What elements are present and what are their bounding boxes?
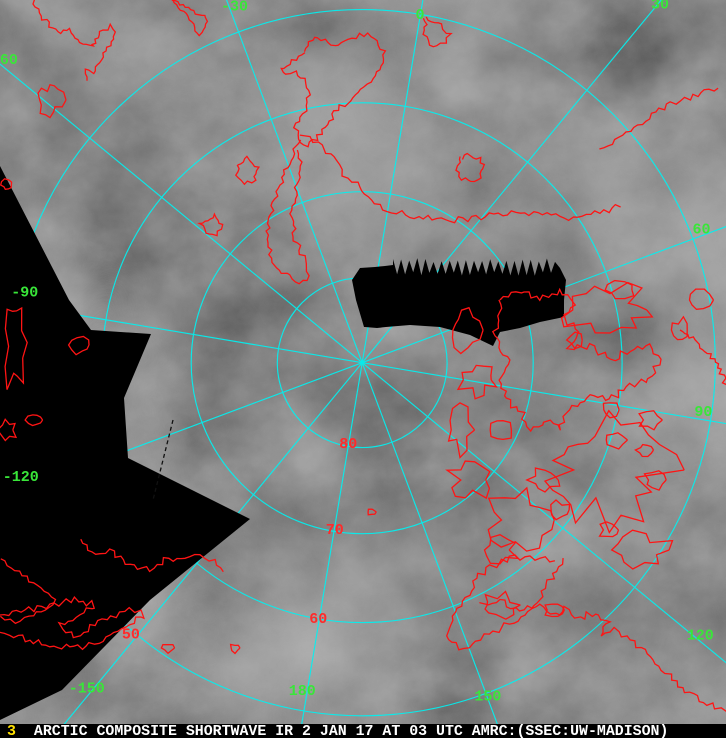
svg-text:60: 60 [692, 221, 710, 238]
svg-text:90: 90 [694, 404, 712, 421]
svg-text:120: 120 [687, 628, 714, 645]
svg-text:-120: -120 [3, 469, 39, 486]
svg-text:60: 60 [309, 611, 327, 628]
svg-text:70: 70 [326, 522, 344, 539]
svg-text:-60: -60 [0, 52, 18, 69]
svg-text:80: 80 [339, 436, 357, 453]
svg-text:50: 50 [122, 627, 140, 644]
svg-text:-150: -150 [69, 681, 105, 698]
svg-text:150: 150 [474, 689, 501, 706]
svg-text:0: 0 [415, 7, 424, 24]
svg-text:-90: -90 [11, 285, 38, 302]
svg-text:180: 180 [289, 683, 316, 700]
svg-text:-30: -30 [221, 0, 248, 16]
svg-text:30: 30 [651, 0, 669, 13]
